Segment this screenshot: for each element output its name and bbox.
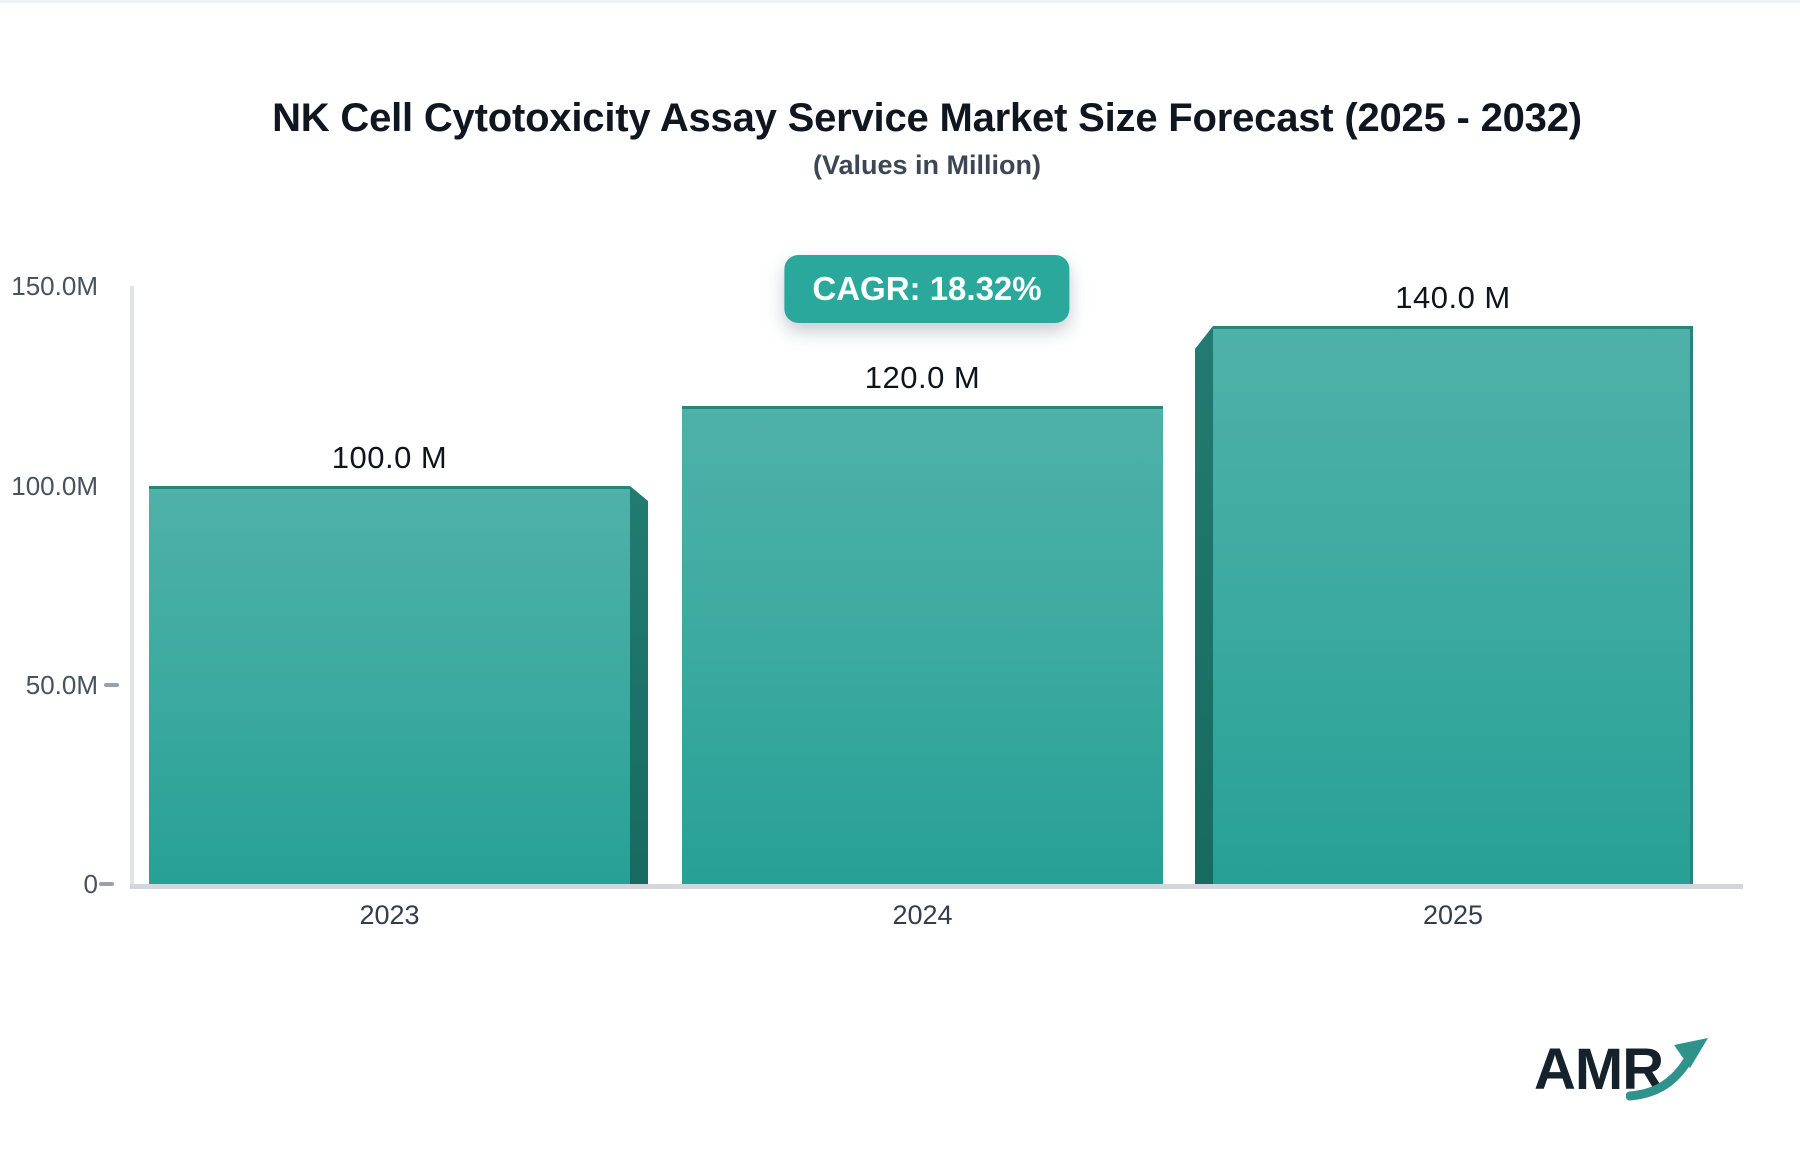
y-axis-line xyxy=(130,286,134,889)
x-tick-label: 2025 xyxy=(1422,900,1484,930)
chart-title: NK Cell Cytotoxicity Assay Service Marke… xyxy=(272,96,1582,140)
amr-logo: AMR xyxy=(1534,1036,1734,1116)
bar-value-label: 140.0 M xyxy=(1395,280,1511,315)
growth-arrow-icon xyxy=(1626,1038,1708,1101)
cagr-badge: CAGR: 18.32% xyxy=(784,255,1070,323)
y-tick-label-0: 0 xyxy=(83,869,98,899)
top-border xyxy=(0,0,1800,3)
bar-2023-side-bevel xyxy=(630,486,648,884)
y-tick-label-50: 50.0M xyxy=(25,670,98,700)
bar-value-label: 120.0 M xyxy=(864,360,981,395)
x-tick-label: 2023 xyxy=(359,900,420,930)
x-tick-label: 2024 xyxy=(892,900,953,930)
bar-value-label: 100.0 M xyxy=(331,440,448,475)
chart-subtitle: (Values in Million) xyxy=(812,150,1042,180)
y-tick-label-150: 150.0M xyxy=(11,271,98,301)
y-tick-mark-50 xyxy=(104,683,119,687)
bar-2023-face xyxy=(149,486,630,884)
bar-2024-face xyxy=(682,406,1163,884)
bar-2025-side-bevel xyxy=(1195,326,1213,884)
y-tick-label-100: 100.0M xyxy=(11,471,98,501)
x-axis-baseline xyxy=(130,884,1743,889)
bar-2025-face xyxy=(1213,326,1693,884)
y-tick-mark-0 xyxy=(99,882,114,886)
